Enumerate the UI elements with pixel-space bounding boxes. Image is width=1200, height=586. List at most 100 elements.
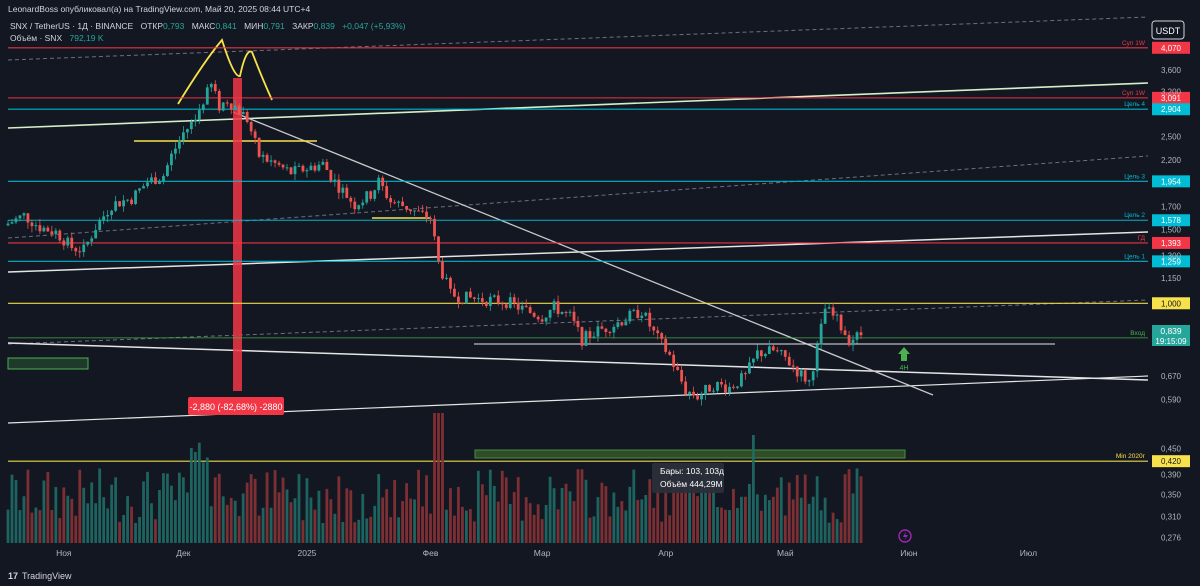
volume-bar bbox=[110, 484, 114, 543]
volume-bar bbox=[672, 480, 676, 543]
candle-body bbox=[70, 237, 74, 249]
candle-body bbox=[154, 177, 157, 184]
volume-bar bbox=[504, 477, 508, 543]
candle-body bbox=[162, 176, 165, 181]
time-tick-label: Ноя bbox=[56, 548, 72, 558]
candle-body bbox=[46, 227, 50, 232]
green-up-arrow-icon bbox=[898, 347, 910, 361]
candle-body bbox=[6, 223, 10, 226]
candle-body bbox=[492, 295, 496, 297]
candle-body bbox=[189, 121, 193, 130]
volume-bar bbox=[341, 521, 345, 543]
time-axis[interactable]: Ноя Дек 2025 Фев Мар Апр Май Июн Июл bbox=[56, 548, 1037, 558]
candle-body bbox=[580, 327, 584, 346]
candle-body bbox=[425, 211, 428, 219]
price-axis[interactable]: 4,070 3,091 2,904 1,954 1,578 1,393 1,259 1,000… bbox=[1152, 41, 1190, 543]
candle-body bbox=[468, 291, 472, 298]
volume-bar bbox=[325, 488, 329, 543]
candle-body bbox=[835, 314, 839, 316]
candle-body bbox=[787, 356, 791, 366]
volume-bar bbox=[453, 515, 456, 543]
volume-bar bbox=[74, 515, 78, 543]
volume-bar bbox=[464, 510, 468, 543]
volume-bar bbox=[237, 516, 241, 543]
price-tick-label: 2,500 bbox=[1161, 132, 1182, 141]
green-upper-trendline bbox=[7, 82, 1149, 129]
candle-body bbox=[608, 331, 612, 333]
volume-bar bbox=[217, 473, 221, 543]
volume-bar bbox=[556, 509, 560, 543]
candle-body bbox=[504, 304, 508, 308]
candle-body bbox=[528, 307, 532, 313]
candle-body bbox=[58, 230, 62, 241]
symbol-legend[interactable]: SNX / TetherUS · 1Д · BINANCE ОТКР0,793 … bbox=[10, 21, 406, 43]
volume-bar bbox=[449, 488, 452, 543]
tradingview-logo[interactable]: 17 TradingView bbox=[8, 571, 72, 581]
candle-body bbox=[10, 222, 14, 224]
candle-body bbox=[795, 366, 799, 377]
volume-bar bbox=[6, 509, 10, 543]
level-label: Min 2020г bbox=[1116, 453, 1146, 460]
drop-measure-label: -2,880 (-82,68%) -2880 bbox=[189, 402, 282, 412]
candle-body bbox=[472, 297, 476, 299]
volume-bar bbox=[544, 504, 548, 543]
volume-bar bbox=[118, 521, 122, 543]
volume-bar bbox=[146, 471, 149, 543]
volume-bar bbox=[720, 507, 723, 543]
volume-bar bbox=[285, 489, 289, 543]
candle-body bbox=[209, 83, 213, 88]
volume-bar bbox=[429, 513, 432, 543]
candle-body bbox=[54, 230, 58, 235]
candle-body bbox=[313, 165, 317, 171]
volume-bar bbox=[560, 487, 564, 543]
candle-body bbox=[728, 386, 731, 393]
candle-body bbox=[532, 312, 536, 317]
candle-body bbox=[823, 308, 827, 324]
volume-bar bbox=[484, 495, 488, 543]
level-badge-text: 1,000 bbox=[1161, 299, 1182, 308]
volume-bar bbox=[369, 516, 373, 543]
volume-bar bbox=[397, 517, 401, 543]
candle-body bbox=[126, 199, 129, 201]
volume-legend-value: 792,19 K bbox=[70, 33, 104, 43]
volume-bars bbox=[6, 413, 863, 543]
volume-bar bbox=[572, 501, 576, 543]
volume-bar bbox=[154, 519, 157, 543]
candle-body bbox=[660, 333, 664, 339]
candle-body bbox=[524, 305, 528, 308]
candle-body bbox=[38, 225, 42, 232]
candle-body bbox=[859, 332, 863, 336]
time-tick-label: Фев bbox=[423, 548, 439, 558]
volume-bar bbox=[18, 510, 22, 543]
symbol-name: SNX / TetherUS · 1Д · BINANCE bbox=[10, 21, 134, 31]
volume-bar bbox=[269, 507, 273, 543]
volume-bar bbox=[309, 497, 313, 543]
volume-bar bbox=[98, 468, 102, 543]
level-badge-text: 4,070 bbox=[1161, 44, 1182, 53]
candle-body bbox=[644, 312, 648, 316]
candle-body bbox=[42, 227, 46, 232]
volume-bar bbox=[441, 413, 444, 543]
head-and-shoulders-curve bbox=[177, 38, 273, 105]
volume-bar bbox=[30, 512, 34, 543]
candle-body bbox=[261, 154, 265, 157]
volume-bar bbox=[516, 477, 520, 543]
candle-body bbox=[620, 322, 624, 326]
level-label: Суп 1W bbox=[1122, 40, 1146, 47]
candle-body bbox=[700, 394, 703, 400]
countdown-timer: 19:15:09 bbox=[1155, 337, 1187, 346]
volume-bar bbox=[261, 507, 265, 543]
volume-bar bbox=[783, 515, 787, 543]
candle-body bbox=[839, 314, 843, 331]
volume-bar bbox=[114, 477, 118, 543]
volume-bar bbox=[712, 470, 715, 543]
level-badge bbox=[1152, 103, 1190, 116]
candle-body bbox=[106, 215, 110, 217]
candle-body bbox=[855, 332, 859, 340]
candle-body bbox=[413, 210, 416, 212]
currency-button[interactable] bbox=[1151, 20, 1185, 40]
volume-bar bbox=[225, 504, 229, 543]
dashed-mid-channel-line bbox=[7, 155, 1149, 239]
volume-bar bbox=[492, 485, 496, 543]
